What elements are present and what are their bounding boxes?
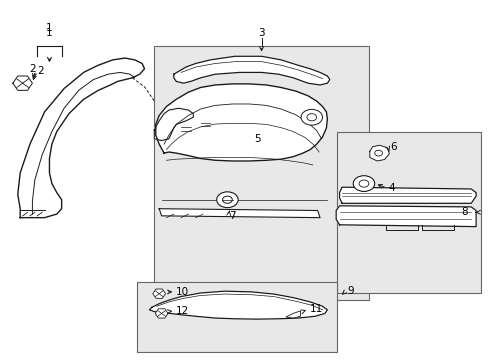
Polygon shape [285,311,300,318]
Text: 2: 2 [37,66,44,76]
Polygon shape [153,289,165,298]
Text: 7: 7 [228,211,235,221]
Polygon shape [173,56,329,85]
Polygon shape [154,108,193,140]
Polygon shape [149,291,327,319]
Text: 9: 9 [346,286,353,296]
Text: 1: 1 [46,28,53,39]
Circle shape [374,150,382,156]
Text: 3: 3 [258,28,264,39]
Circle shape [306,114,316,121]
Circle shape [216,192,238,208]
Text: 5: 5 [254,134,260,144]
Polygon shape [18,58,144,218]
Circle shape [301,109,322,125]
Polygon shape [159,209,320,218]
Polygon shape [335,206,475,226]
Text: 6: 6 [389,142,396,152]
Bar [154,45,368,300]
Text: 8: 8 [461,207,467,217]
Polygon shape [156,84,327,161]
Text: 10: 10 [176,287,189,297]
Bar [137,282,336,352]
Bar [336,132,480,293]
Polygon shape [155,309,167,318]
Circle shape [352,176,374,192]
Text: 1: 1 [46,23,53,33]
Text: 4: 4 [387,183,394,193]
Text: 2: 2 [29,64,36,74]
Circle shape [358,180,368,187]
Polygon shape [369,145,388,161]
Circle shape [222,196,232,203]
Text: 11: 11 [309,304,322,314]
Polygon shape [339,187,475,203]
Text: 12: 12 [176,306,189,316]
